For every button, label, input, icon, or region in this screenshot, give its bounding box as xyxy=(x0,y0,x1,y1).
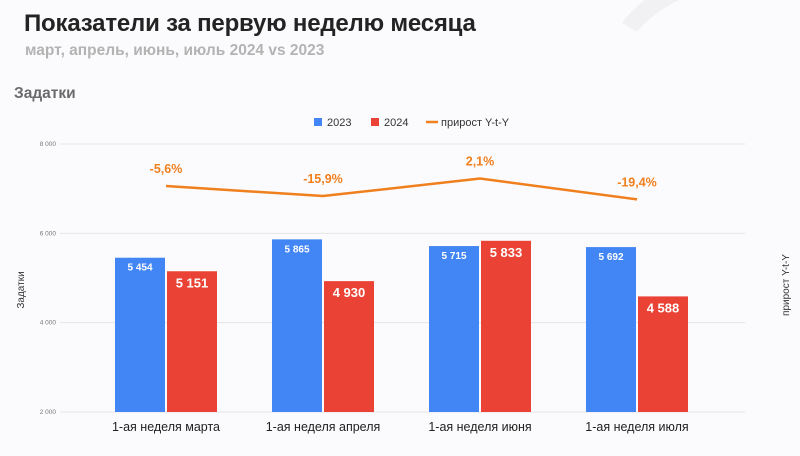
x-tick-label: 1-ая неделя июня xyxy=(428,420,531,434)
line-data-label: -19,4% xyxy=(617,175,657,189)
line-data-label: 2,1% xyxy=(466,155,495,169)
y-tick-label: 6 000 xyxy=(40,230,57,237)
x-tick-label: 1-ая неделя июля xyxy=(585,420,688,434)
legend-swatch-2024 xyxy=(371,118,379,126)
y-tick-label: 4 000 xyxy=(40,320,57,327)
bar-data-label: 4 930 xyxy=(333,285,366,300)
bar-2024 xyxy=(324,281,374,412)
section-title: Задатки xyxy=(14,85,76,102)
bar-data-label: 5 692 xyxy=(598,252,623,263)
bar-data-label: 5 454 xyxy=(127,263,152,274)
x-tick-label: 1-ая неделя апреля xyxy=(266,420,381,434)
y-axis-title: Задатки xyxy=(16,271,27,308)
bar-2024 xyxy=(167,271,217,412)
legend-label: прирост Y-t-Y xyxy=(441,117,510,129)
bar-data-label: 4 588 xyxy=(647,300,680,315)
x-tick-label: 1-ая неделя марта xyxy=(112,420,220,434)
bar-data-label: 5 715 xyxy=(441,251,466,262)
bar-2023 xyxy=(272,239,322,412)
bar-2024 xyxy=(481,240,531,412)
bar-data-label: 5 151 xyxy=(176,275,209,290)
bar-2023 xyxy=(429,246,479,412)
legend-label: 2024 xyxy=(384,117,408,129)
bar-data-label: 5 833 xyxy=(490,245,523,260)
legend-swatch-2023 xyxy=(314,118,322,126)
y2-axis-title: прирост Y-t-Y xyxy=(781,254,792,316)
line-прирост Y-t-Y xyxy=(165,177,638,201)
y-tick-label: 2 000 xyxy=(40,409,57,416)
bar-2023 xyxy=(586,247,636,412)
bar-data-label: 5 865 xyxy=(284,244,309,255)
bar-2023 xyxy=(115,257,165,412)
legend-label: 2023 xyxy=(327,117,351,129)
y-tick-label: 8 000 xyxy=(40,141,57,148)
bar-2024 xyxy=(638,296,688,412)
line-data-label: -15,9% xyxy=(303,172,343,186)
page-title: Показатели за первую неделю месяца xyxy=(24,10,476,37)
page-subtitle: март, апрель, июнь, июль 2024 vs 2023 xyxy=(25,42,325,59)
line-data-label: -5,6% xyxy=(150,162,183,176)
